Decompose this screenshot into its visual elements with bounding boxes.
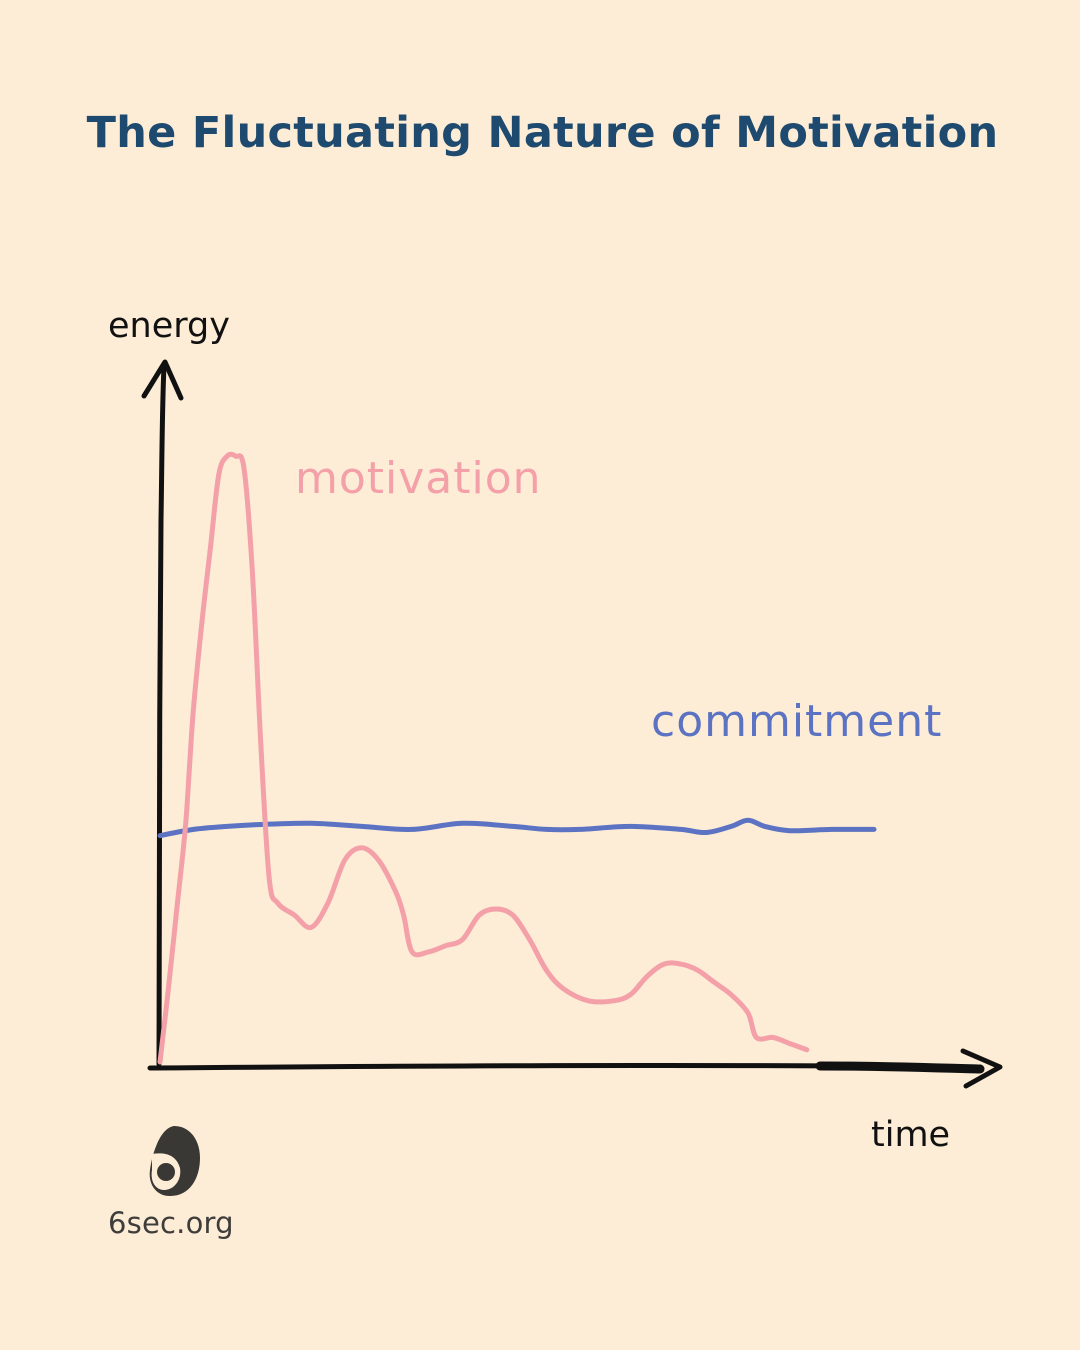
logo-icon [149,1126,200,1196]
y-axis-label: energy [108,306,230,346]
series-line-motivation [157,451,810,1065]
x-axis-arrowhead [960,1048,1003,1089]
site-url: 6sec.org [108,1206,234,1240]
y-axis-line [156,363,167,1067]
chart-title: The Fluctuating Nature of Motivation [86,108,999,158]
x-axis-thick-stroke [815,1061,985,1074]
series-label-commitment: commitment [651,696,942,747]
series-label-motivation: motivation [295,453,542,504]
x-axis-label: time [871,1115,950,1155]
y-axis-arrowhead [141,359,184,401]
